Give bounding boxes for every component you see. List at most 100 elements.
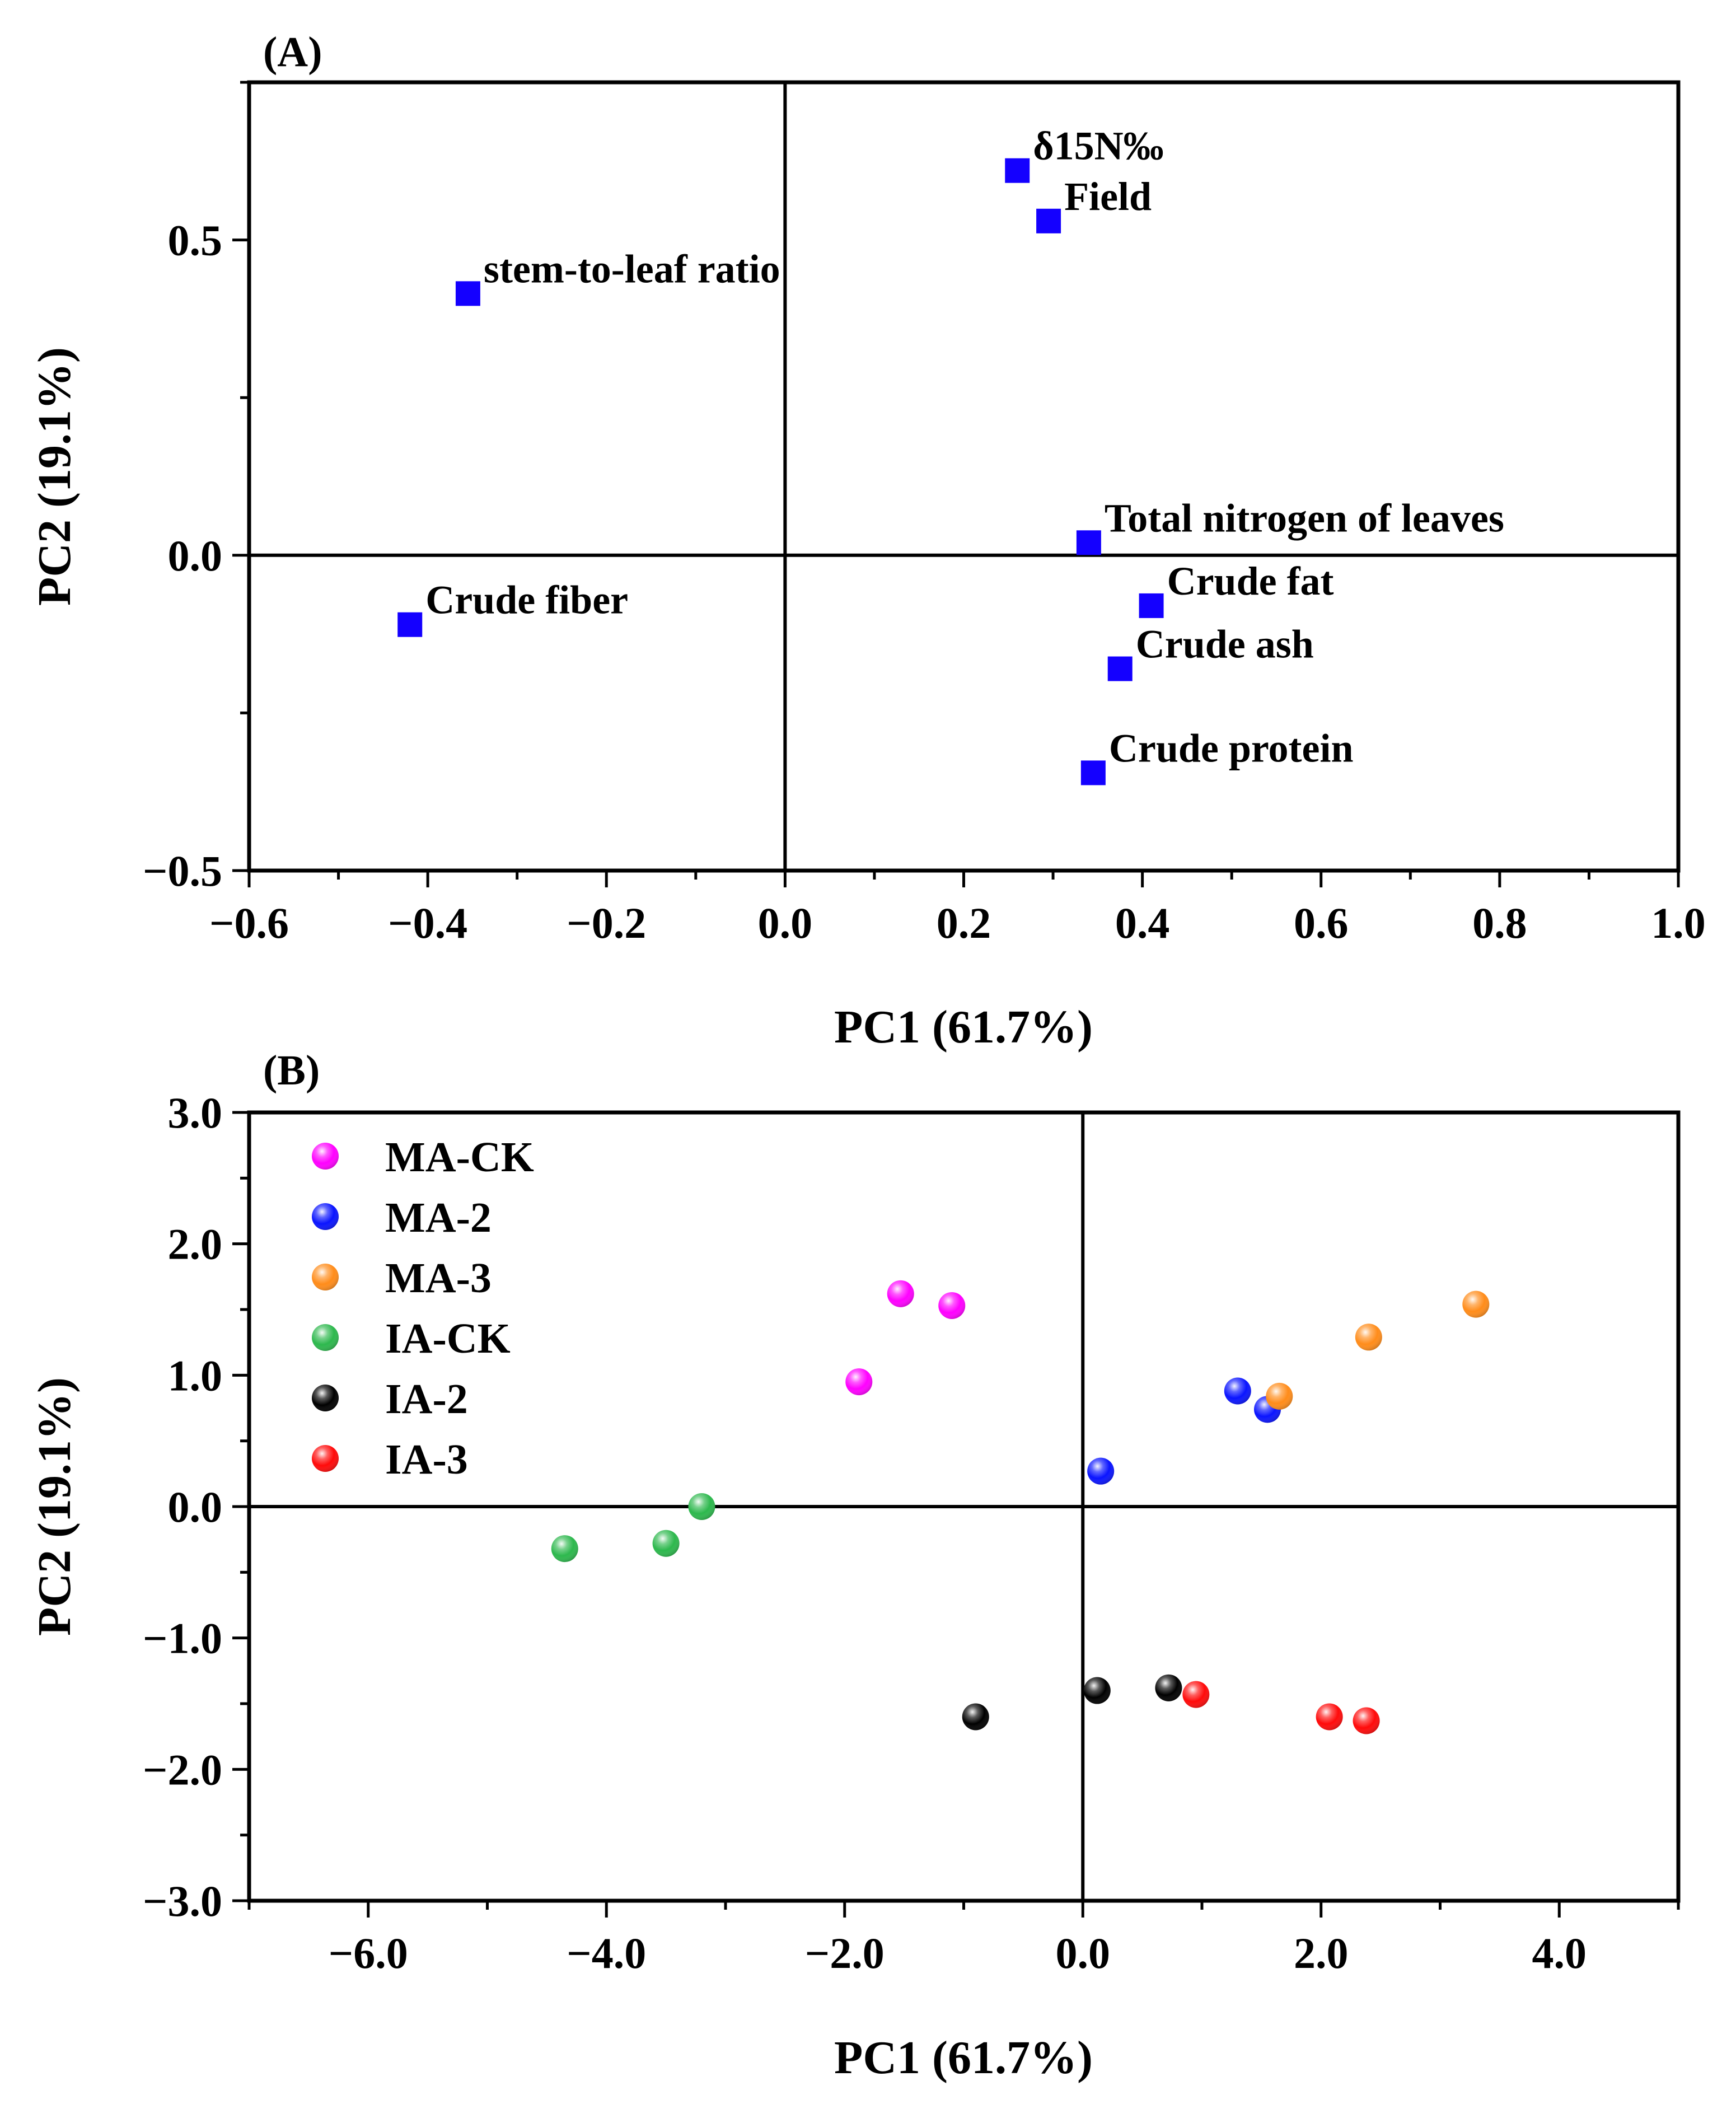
panel-a-x-tick-label: 0.6 xyxy=(1294,899,1349,947)
panel-b-x-tick-label: −4.0 xyxy=(567,1929,646,1977)
score-point-shade xyxy=(1155,1674,1182,1701)
score-point xyxy=(688,1493,715,1520)
legend-item: IA-2 xyxy=(312,1376,468,1423)
loading-point xyxy=(1107,656,1133,681)
legend-item: IA-CK xyxy=(312,1315,511,1362)
score-point-shade xyxy=(1355,1324,1382,1351)
score-point-shade xyxy=(1316,1703,1343,1731)
score-point xyxy=(845,1368,873,1396)
loading-point-label: Total nitrogen of leaves xyxy=(1105,495,1504,540)
score-point-shade xyxy=(1462,1290,1490,1318)
score-point-shade xyxy=(962,1703,989,1731)
panel-a-x-tick-label: 0.2 xyxy=(937,899,991,947)
score-point xyxy=(1355,1324,1382,1351)
panel-a-y-tick-label: 0.0 xyxy=(168,531,223,580)
score-point-shade xyxy=(688,1493,715,1520)
legend-marker-shade xyxy=(312,1445,339,1472)
loading-point xyxy=(1076,530,1101,555)
loading-point xyxy=(455,281,480,306)
score-point-shade xyxy=(887,1280,914,1307)
score-point xyxy=(1266,1382,1293,1410)
score-point-shade xyxy=(1224,1377,1251,1405)
score-point xyxy=(1182,1681,1210,1708)
loading-point xyxy=(1036,208,1061,233)
score-point-shade xyxy=(1087,1457,1115,1485)
score-point-shade xyxy=(845,1368,873,1396)
panel-b-x-tick-label: −2.0 xyxy=(805,1929,885,1977)
score-point-shade xyxy=(1083,1677,1111,1704)
score-point xyxy=(887,1280,914,1307)
panel-a-y-tick-label: 0.5 xyxy=(168,216,223,265)
score-point-shade xyxy=(1266,1382,1293,1410)
panel-b-x-tick-label: 4.0 xyxy=(1532,1929,1587,1977)
score-point-shade xyxy=(1353,1707,1380,1734)
panel-a-x-tick-label: 0.0 xyxy=(758,899,813,947)
panel-b-label: (B) xyxy=(263,1047,320,1094)
score-point xyxy=(1083,1677,1111,1704)
loading-point xyxy=(397,612,423,637)
legend-marker-shade xyxy=(312,1203,339,1230)
panel-b-x-tick-label: 0.0 xyxy=(1056,1929,1111,1977)
score-point xyxy=(962,1703,989,1731)
legend-marker-shade xyxy=(312,1324,339,1351)
panel-b-x-axis-title: PC1 (61.7%) xyxy=(834,2032,1093,2084)
panel-b-x-tick-label: 2.0 xyxy=(1294,1929,1349,1977)
score-point xyxy=(551,1535,578,1563)
loading-point-label: Field xyxy=(1064,174,1152,219)
legend-item: MA-3 xyxy=(312,1255,492,1302)
panel-b-y-tick-label: −3.0 xyxy=(143,1877,222,1925)
score-point xyxy=(652,1530,680,1557)
score-point xyxy=(1316,1703,1343,1731)
panel-a-x-axis-title: PC1 (61.7%) xyxy=(834,1001,1093,1053)
panel-b-plot: −6.0 −4.0 −2.0 0.0 2.0 4.0 −3.0 −2.0 −1.0 0.0 1.0 2… xyxy=(143,1088,1681,1977)
panel-b-y-tick-label: 1.0 xyxy=(168,1351,223,1400)
loading-point-label: Crude ash xyxy=(1136,622,1314,667)
score-point xyxy=(1087,1457,1115,1485)
panel-a-y-axis-title: PC2 (19.1%) xyxy=(29,347,81,606)
panel-b: (B) −6.0 −4.0 −2.0 0.0 2.0 4.0 −3.0 −2.0 −1.0 0.0… xyxy=(29,1047,1681,2084)
loading-point-label: δ15N‰ xyxy=(1033,124,1163,169)
legend-label: MA-2 xyxy=(385,1194,492,1241)
loading-point xyxy=(1005,158,1030,183)
legend-label: MA-3 xyxy=(385,1255,492,1302)
score-point xyxy=(1462,1290,1490,1318)
loading-point xyxy=(1139,593,1164,618)
panel-b-y-tick-label: −1.0 xyxy=(143,1614,222,1663)
panel-a-x-tick-label: −0.4 xyxy=(388,899,467,947)
score-point xyxy=(938,1292,966,1319)
loading-point-label: Crude protein xyxy=(1109,726,1354,770)
score-point xyxy=(1353,1707,1380,1734)
legend-item: MA-2 xyxy=(312,1194,492,1241)
legend-label: MA-CK xyxy=(385,1134,534,1181)
legend-marker-shade xyxy=(312,1385,339,1411)
score-point-shade xyxy=(1182,1681,1210,1708)
score-point xyxy=(1224,1377,1251,1405)
score-point-shade xyxy=(652,1530,680,1557)
panel-a-x-tick-label: 1.0 xyxy=(1651,899,1706,947)
loading-point-label: Crude fat xyxy=(1167,559,1334,604)
panel-b-legend: MA-CK MA-2 MA-3 IA-CK IA-2 IA-3 xyxy=(312,1134,534,1483)
panel-b-y-tick-label: 0.0 xyxy=(168,1483,223,1531)
score-point-shade xyxy=(938,1292,966,1319)
loading-point-label: stem-to-leaf ratio xyxy=(484,246,780,291)
score-point xyxy=(1155,1674,1182,1701)
panel-a-frame xyxy=(247,80,1681,873)
panel-b-y-axis-title: PC2 (19.1%) xyxy=(29,1377,81,1636)
panel-b-y-tick-label: 2.0 xyxy=(168,1220,223,1269)
legend-label: IA-2 xyxy=(385,1376,468,1423)
panel-a-label: (A) xyxy=(263,29,322,76)
loading-point xyxy=(1080,760,1106,785)
score-point-shade xyxy=(551,1535,578,1563)
panel-b-x-tick-label: −6.0 xyxy=(329,1929,408,1977)
panel-a-x-tick-label: −0.6 xyxy=(209,899,289,947)
legend-label: IA-3 xyxy=(385,1436,468,1483)
legend-marker-shade xyxy=(312,1264,339,1290)
panel-b-y-tick-label: 3.0 xyxy=(168,1088,223,1137)
panel-a-y-tick-label: −0.5 xyxy=(143,847,222,895)
panel-a-plot: −0.6 −0.4 −0.2 0.0 0.2 0.4 0.6 0.8 1.0 −0.5 0.0 0.5… xyxy=(143,80,1706,947)
legend-item: IA-3 xyxy=(312,1436,468,1483)
loading-point-label: Crude fiber xyxy=(425,578,628,623)
panel-a-x-tick-label: 0.4 xyxy=(1115,899,1170,947)
legend-marker-shade xyxy=(312,1143,339,1170)
panel-a-x-tick-label: −0.2 xyxy=(567,899,646,947)
